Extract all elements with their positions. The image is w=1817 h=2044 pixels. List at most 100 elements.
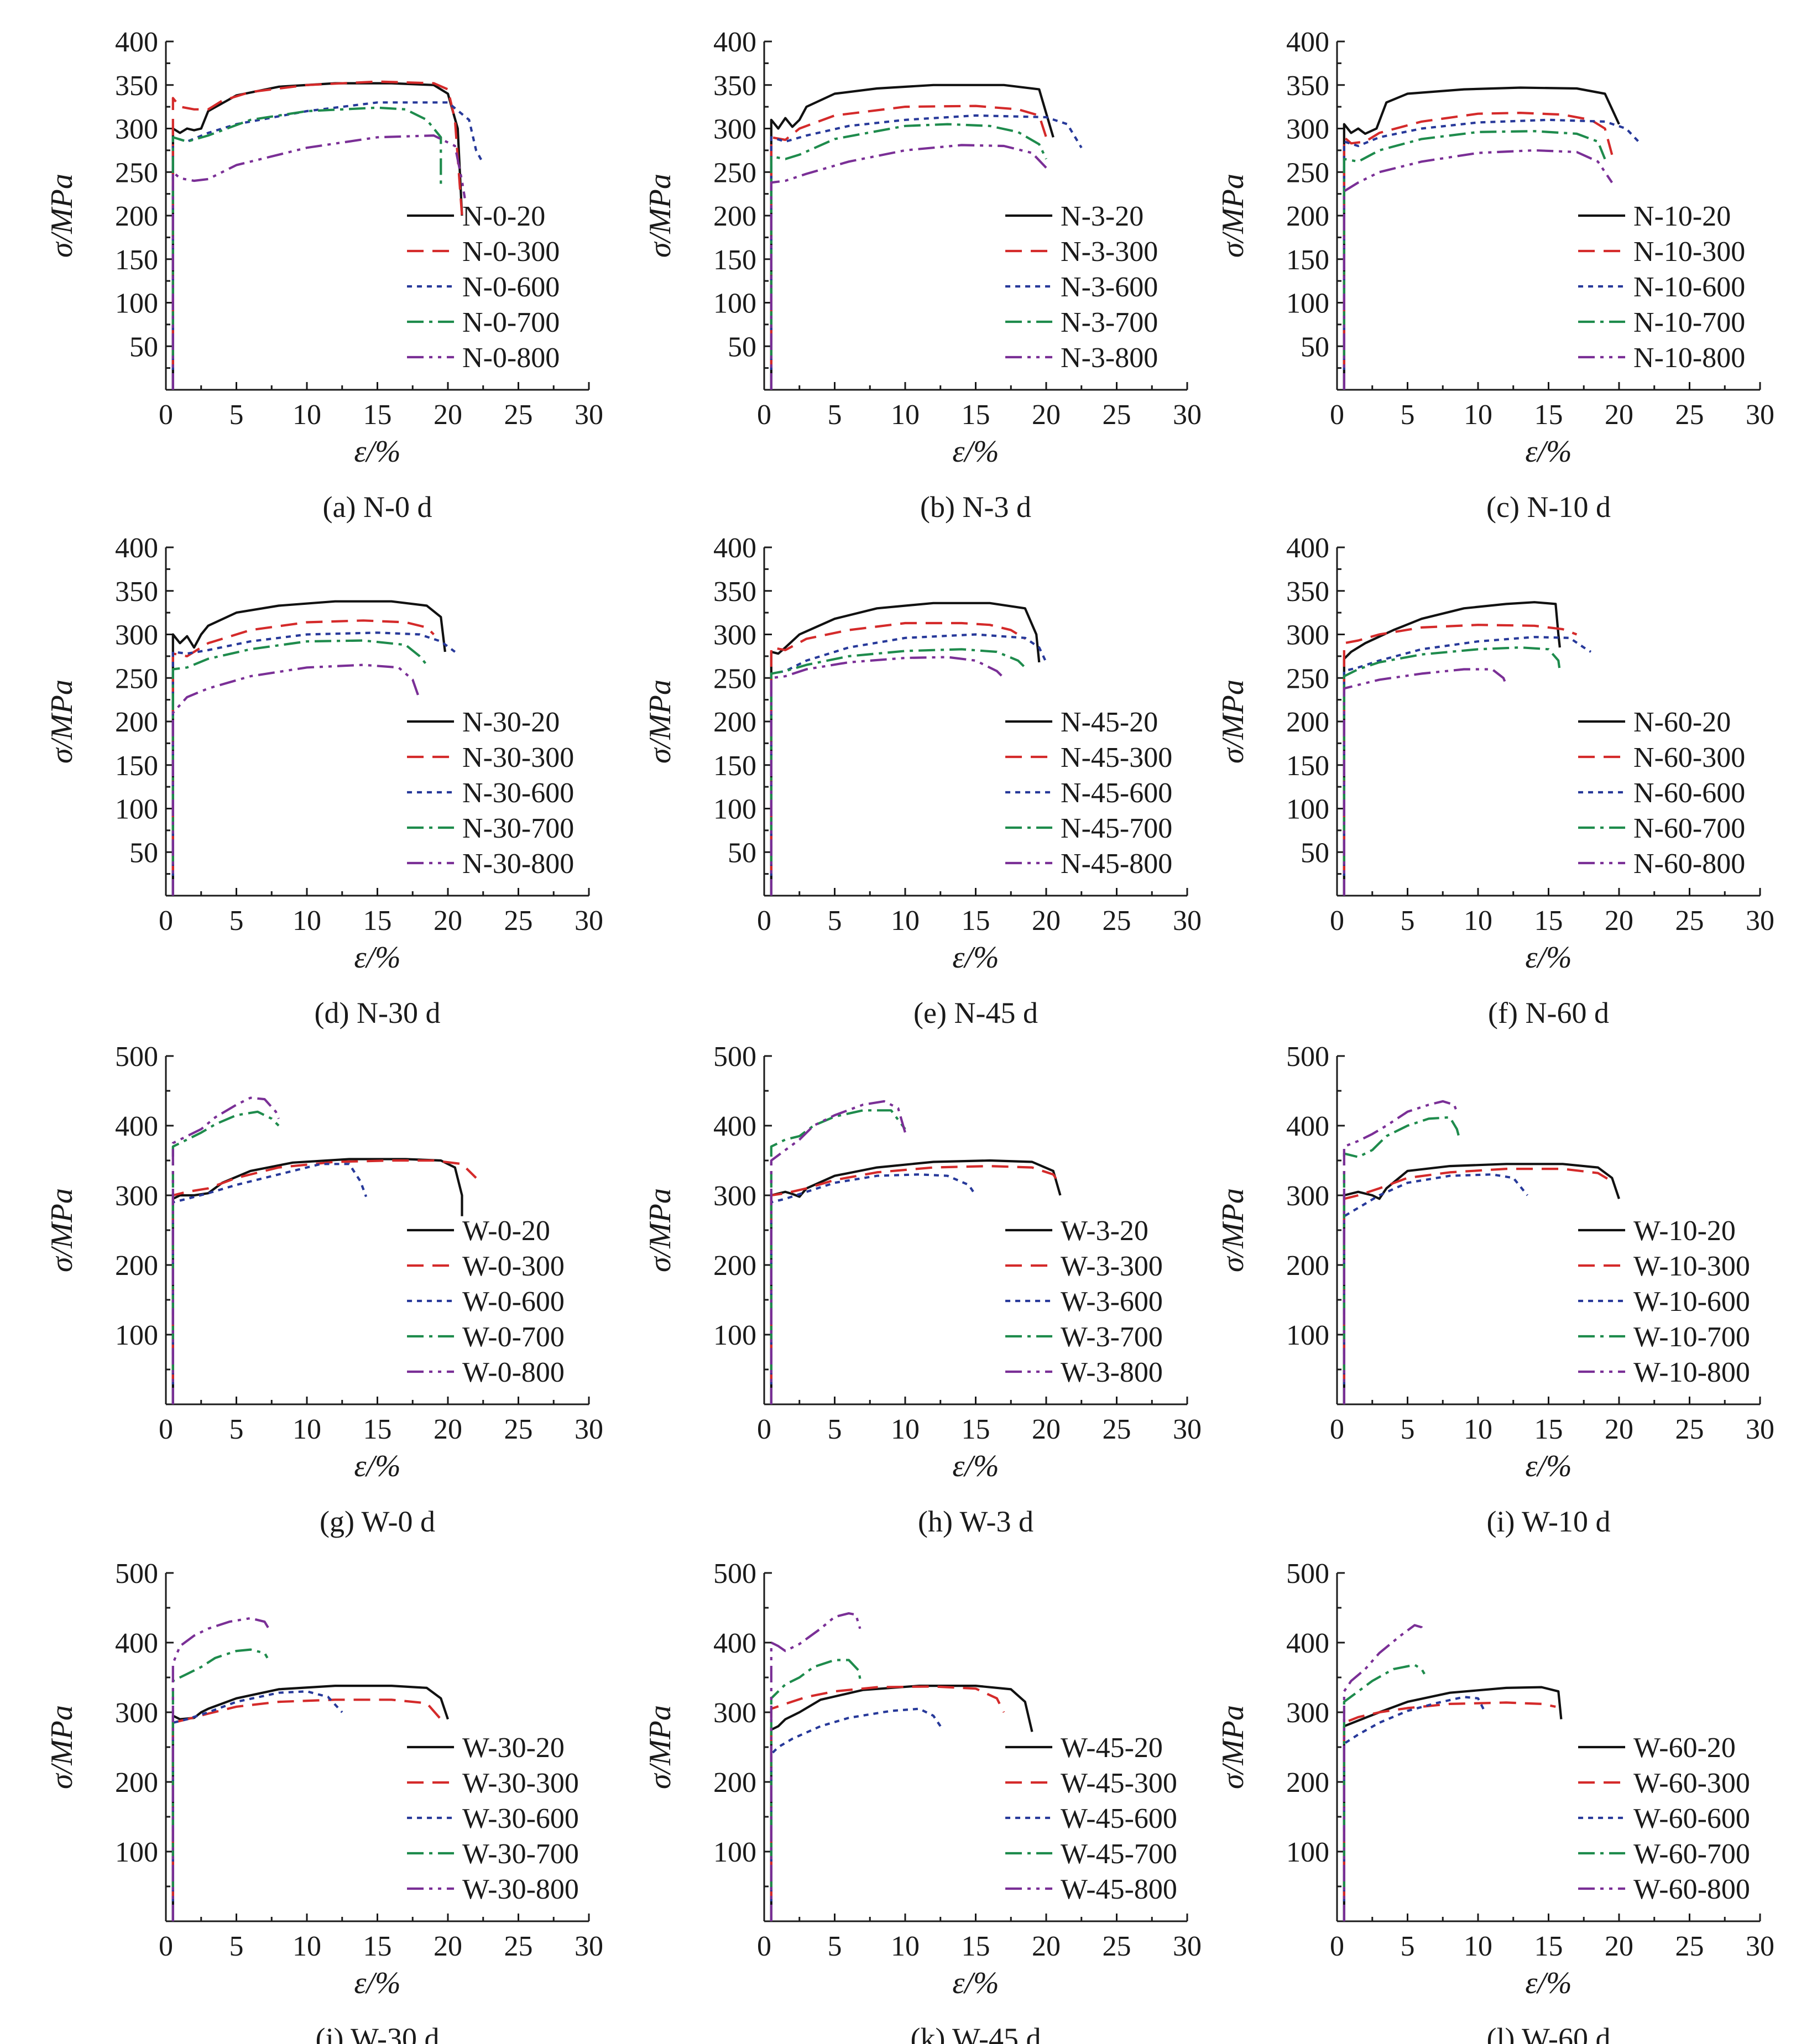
x-tick-label: 25 xyxy=(1675,1414,1704,1445)
legend-label: W-0-20 xyxy=(462,1215,550,1247)
y-tick-label: 100 xyxy=(115,794,158,825)
x-tick-label: 10 xyxy=(1464,1414,1492,1445)
x-tick-label: 30 xyxy=(1173,905,1202,937)
x-tick-label: 5 xyxy=(828,905,842,937)
series-line-W-45-300 xyxy=(770,1685,1005,1921)
x-tick-label: 10 xyxy=(891,1931,920,1962)
x-tick-label: 15 xyxy=(363,1931,392,1962)
series-line-N-10-20 xyxy=(1343,86,1620,390)
series-line-N-60-700 xyxy=(1343,646,1561,896)
panel-11: 0 5 10 15 20 25 30 100 200 300 400 500 ε/% σ/MPa W-45-… xyxy=(643,1558,1202,2044)
series-line-W-0-700 xyxy=(171,1110,280,1404)
legend-label: N-10-600 xyxy=(1633,271,1745,303)
legend-label: W-30-20 xyxy=(462,1732,565,1764)
y-axis-title: σ/MPa xyxy=(45,1188,79,1272)
series-line-W-0-800 xyxy=(171,1096,280,1404)
legend-label: N-3-20 xyxy=(1061,201,1144,232)
legend-label: N-10-300 xyxy=(1633,236,1745,268)
x-tick-label: 0 xyxy=(1330,905,1344,937)
series-line-W-10-700 xyxy=(1343,1116,1461,1404)
x-tick-label: 30 xyxy=(575,1931,603,1962)
x-tick-label: 20 xyxy=(434,399,462,431)
x-tick-label: 15 xyxy=(962,399,990,431)
legend-label: W-3-20 xyxy=(1061,1215,1148,1247)
series-line-N-30-600 xyxy=(171,631,456,896)
x-axis-title: ε/% xyxy=(952,940,999,975)
series-line-W-10-20 xyxy=(1343,1163,1620,1404)
series-line-N-30-20 xyxy=(171,600,446,896)
y-tick-label: 300 xyxy=(713,114,756,145)
y-axis-title: σ/MPa xyxy=(643,679,677,764)
series-line-N-10-700 xyxy=(1343,130,1606,390)
legend-label: N-0-800 xyxy=(462,342,560,374)
panel-5: 0 5 10 15 20 25 30 50 100 150 200 250 300 350 400 ε/% σ/… xyxy=(643,532,1202,1029)
x-axis-title: ε/% xyxy=(354,1966,400,2000)
x-tick-label: 10 xyxy=(293,905,321,937)
x-tick-label: 30 xyxy=(1746,905,1774,937)
x-axis-title: ε/% xyxy=(1525,435,1571,469)
panel-caption: (c) N-10 d xyxy=(1486,490,1611,524)
x-tick-label: 30 xyxy=(575,399,603,431)
x-tick-label: 20 xyxy=(1605,905,1633,937)
legend-label: N-3-700 xyxy=(1061,307,1158,338)
x-axis-title: ε/% xyxy=(952,435,999,469)
panel-7: 0 5 10 15 20 25 30 100 200 300 400 500 ε/% σ/MPa W-0-2… xyxy=(45,1041,603,1538)
x-tick-label: 15 xyxy=(1534,1414,1563,1445)
legend-label: W-45-300 xyxy=(1061,1768,1177,1799)
x-tick-label: 0 xyxy=(757,1414,771,1445)
y-tick-label: 300 xyxy=(1286,1697,1329,1729)
series-line-W-10-300 xyxy=(1343,1168,1613,1404)
legend-label: W-45-600 xyxy=(1061,1803,1177,1834)
series-line-W-60-20 xyxy=(1343,1686,1563,1921)
series-line-W-60-600 xyxy=(1343,1696,1486,1921)
legend-label: W-30-600 xyxy=(462,1803,579,1834)
x-axis-title: ε/% xyxy=(1525,1449,1571,1483)
y-tick-label: 200 xyxy=(1286,707,1329,738)
y-tick-label: 150 xyxy=(1286,244,1329,276)
legend-label: W-45-700 xyxy=(1061,1838,1177,1870)
legend-label: N-3-600 xyxy=(1061,271,1158,303)
series-line-W-30-600 xyxy=(171,1690,343,1921)
y-tick-label: 500 xyxy=(1286,1558,1329,1590)
series-line-W-3-700 xyxy=(770,1109,906,1404)
x-tick-label: 0 xyxy=(159,1414,173,1445)
y-tick-label: 200 xyxy=(713,707,756,738)
x-tick-label: 15 xyxy=(962,905,990,937)
y-tick-label: 350 xyxy=(713,70,756,102)
x-tick-label: 20 xyxy=(1032,1931,1061,1962)
legend-label: W-60-300 xyxy=(1633,1768,1750,1799)
series-line-N-3-20 xyxy=(770,83,1054,390)
y-tick-label: 350 xyxy=(1286,576,1329,608)
y-tick-label: 500 xyxy=(115,1558,158,1590)
series-line-W-60-800 xyxy=(1343,1624,1426,1921)
panel-2: 0 5 10 15 20 25 30 50 100 150 200 250 300 350 400 ε/% σ/… xyxy=(643,27,1202,524)
legend-label: N-45-600 xyxy=(1061,777,1172,809)
x-tick-label: 25 xyxy=(1675,1931,1704,1962)
x-tick-label: 10 xyxy=(1464,905,1492,937)
y-tick-label: 300 xyxy=(713,1697,756,1729)
x-tick-label: 15 xyxy=(1534,905,1563,937)
panel-6: 0 5 10 15 20 25 30 50 100 150 200 250 300 350 400 ε/% σ/… xyxy=(1216,532,1774,1029)
y-tick-label: 100 xyxy=(713,288,756,320)
x-tick-label: 15 xyxy=(1534,399,1563,431)
series-line-N-10-300 xyxy=(1343,112,1614,390)
x-tick-label: 5 xyxy=(229,399,244,431)
x-tick-label: 0 xyxy=(757,1931,771,1962)
series-line-N-60-800 xyxy=(1343,668,1507,896)
legend-label: W-3-600 xyxy=(1061,1286,1163,1318)
x-axis-title: ε/% xyxy=(952,1449,999,1483)
series-line-W-60-700 xyxy=(1343,1664,1426,1921)
legend-label: N-3-800 xyxy=(1061,342,1158,374)
x-axis-title: ε/% xyxy=(354,940,400,975)
y-tick-label: 500 xyxy=(713,1558,756,1590)
series-line-N-0-700 xyxy=(171,106,442,390)
legend-label: W-60-600 xyxy=(1633,1803,1750,1834)
legend-label: W-3-700 xyxy=(1061,1321,1163,1353)
legend-label: W-0-600 xyxy=(462,1286,565,1318)
x-tick-label: 30 xyxy=(1746,1931,1774,1962)
series-line-N-10-800 xyxy=(1343,149,1614,390)
panel-caption: (l) W-60 d xyxy=(1487,2022,1611,2044)
series-line-N-45-600 xyxy=(770,633,1047,896)
y-tick-label: 200 xyxy=(115,707,158,738)
y-tick-label: 200 xyxy=(115,201,158,232)
